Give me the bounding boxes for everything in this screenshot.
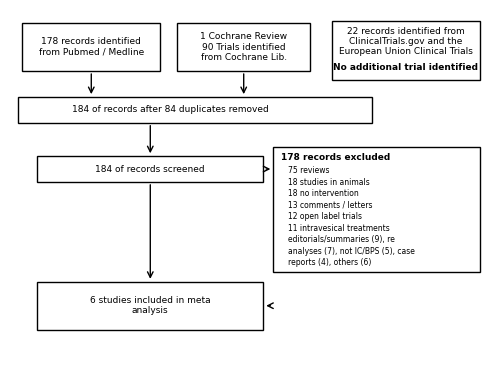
Text: reports (4), others (6): reports (4), others (6) — [288, 258, 372, 267]
Text: analyses (7), not IC/BPS (5), case: analyses (7), not IC/BPS (5), case — [288, 246, 415, 255]
Text: 13 comments / letters: 13 comments / letters — [288, 201, 372, 210]
Text: 12 open label trials: 12 open label trials — [288, 212, 362, 221]
Text: 11 intravesical treatments: 11 intravesical treatments — [288, 224, 390, 232]
Text: 6 studies included in meta
analysis: 6 studies included in meta analysis — [90, 296, 210, 315]
Bar — [37, 156, 264, 182]
Text: 178 records excluded: 178 records excluded — [280, 153, 390, 162]
Text: 75 reviews: 75 reviews — [288, 166, 330, 176]
Text: 18 no intervention: 18 no intervention — [288, 189, 358, 198]
Bar — [332, 21, 480, 80]
Bar — [273, 147, 480, 273]
Bar — [18, 97, 372, 123]
Text: 18 studies in animals: 18 studies in animals — [288, 178, 370, 187]
Text: 22 records identified from
ClinicalTrials.gov and the
European Union Clinical Tr: 22 records identified from ClinicalTrial… — [339, 27, 473, 57]
Text: No additional trial identified: No additional trial identified — [334, 63, 478, 72]
Text: 184 of records screened: 184 of records screened — [96, 165, 205, 174]
Text: 1 Cochrane Review
90 Trials identified
from Cochrane Lib.: 1 Cochrane Review 90 Trials identified f… — [200, 32, 288, 62]
Bar — [37, 282, 264, 330]
Text: editorials/summaries (9), re: editorials/summaries (9), re — [288, 235, 395, 244]
Bar — [22, 23, 160, 71]
Text: 178 records identified
from Pubmed / Medline: 178 records identified from Pubmed / Med… — [38, 38, 144, 57]
Bar — [178, 23, 310, 71]
Text: 184 of records after 84 duplicates removed: 184 of records after 84 duplicates remov… — [72, 105, 268, 114]
